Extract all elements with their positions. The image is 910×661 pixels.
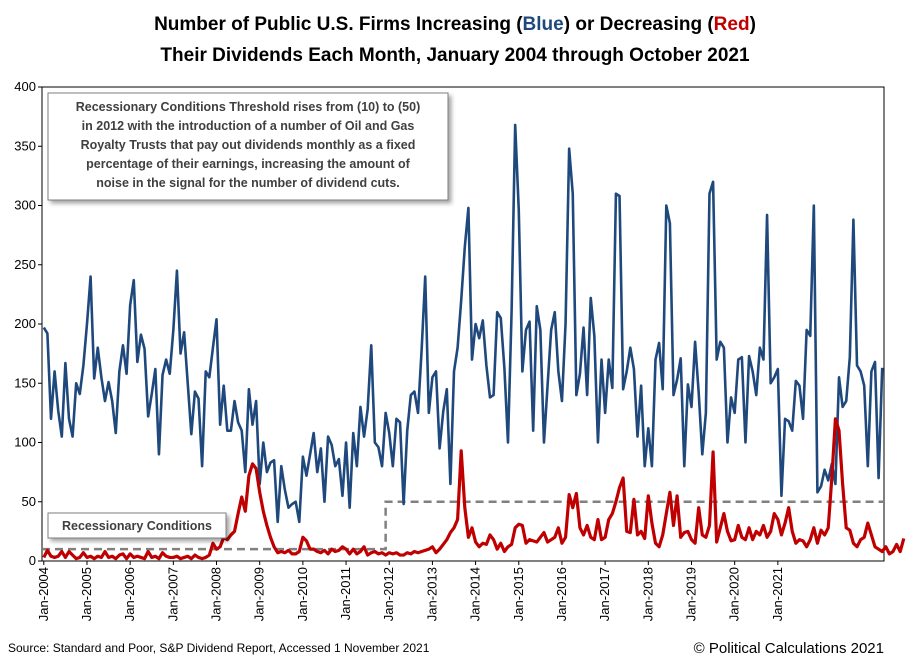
copyright-note: © Political Calculations 2021 [694,640,884,657]
x-tick-label: Jan-2004 [36,567,51,621]
y-tick-label: 200 [14,316,36,331]
x-tick-label: Jan-2009 [252,567,267,621]
x-tick-label: Jan-2014 [468,567,483,621]
x-tick-label: Jan-2008 [209,567,224,621]
x-tick-label: Jan-2005 [79,567,94,621]
y-tick-label: 0 [29,553,36,568]
x-tick-label: Jan-2006 [122,567,137,621]
x-tick-label: Jan-2015 [511,567,526,621]
x-axis: Jan-2004 Jan-2005 Jan-2006 Jan-2007 Jan-2008… [36,561,785,621]
annotation-line-5: noise in the signal for the number of di… [96,176,400,190]
y-tick-label: 300 [14,198,36,213]
increasing-series [42,123,884,524]
increasing-line [42,123,884,524]
y-tick-label: 150 [14,375,36,390]
x-tick-label: Jan-2012 [381,567,396,621]
x-tick-label: Jan-2010 [295,567,310,621]
y-axis: 0 50 100 150 200 250 300 350 400 [14,79,42,568]
x-tick-label: Jan-2017 [597,567,612,621]
x-tick-label: Jan-2019 [683,567,698,621]
source-note: Source: Standard and Poor, S&P Dividend … [8,641,430,655]
y-tick-label: 400 [14,79,36,94]
x-tick-label: Jan-2011 [338,567,353,620]
x-tick-label: Jan-2016 [554,567,569,621]
x-tick-label: Jan-2018 [640,567,655,621]
decreasing-series [42,417,906,561]
recession-label: Recessionary Conditions [62,519,212,533]
x-tick-label: Jan-2020 [727,567,742,621]
y-tick-label: 350 [14,138,36,153]
x-tick-label: Jan-2021 [770,567,785,621]
y-tick-label: 50 [22,494,36,509]
y-tick-label: 100 [14,435,36,450]
annotation-line-3: Royalty Trusts that pay out dividends mo… [81,138,416,152]
annotation-line-4: percentage of their earnings, increasing… [86,157,411,171]
chart-title-line2: Their Dividends Each Month, January 2004… [160,45,750,66]
y-tick-label: 250 [14,257,36,272]
annotation-line-2: in 2012 with the introduction of a numbe… [82,119,415,133]
x-tick-label: Jan-2013 [424,567,439,621]
annotation-line-1: Recessionary Conditions Threshold rises … [76,100,421,114]
annotation-box: Recessionary Conditions Threshold rises … [47,92,449,201]
chart-title-line1: Number of Public U.S. Firms Increasing (… [154,14,756,35]
recession-label-box: Recessionary Conditions [47,512,227,539]
x-tick-label: Jan-2007 [165,567,180,621]
decreasing-line [42,417,906,561]
